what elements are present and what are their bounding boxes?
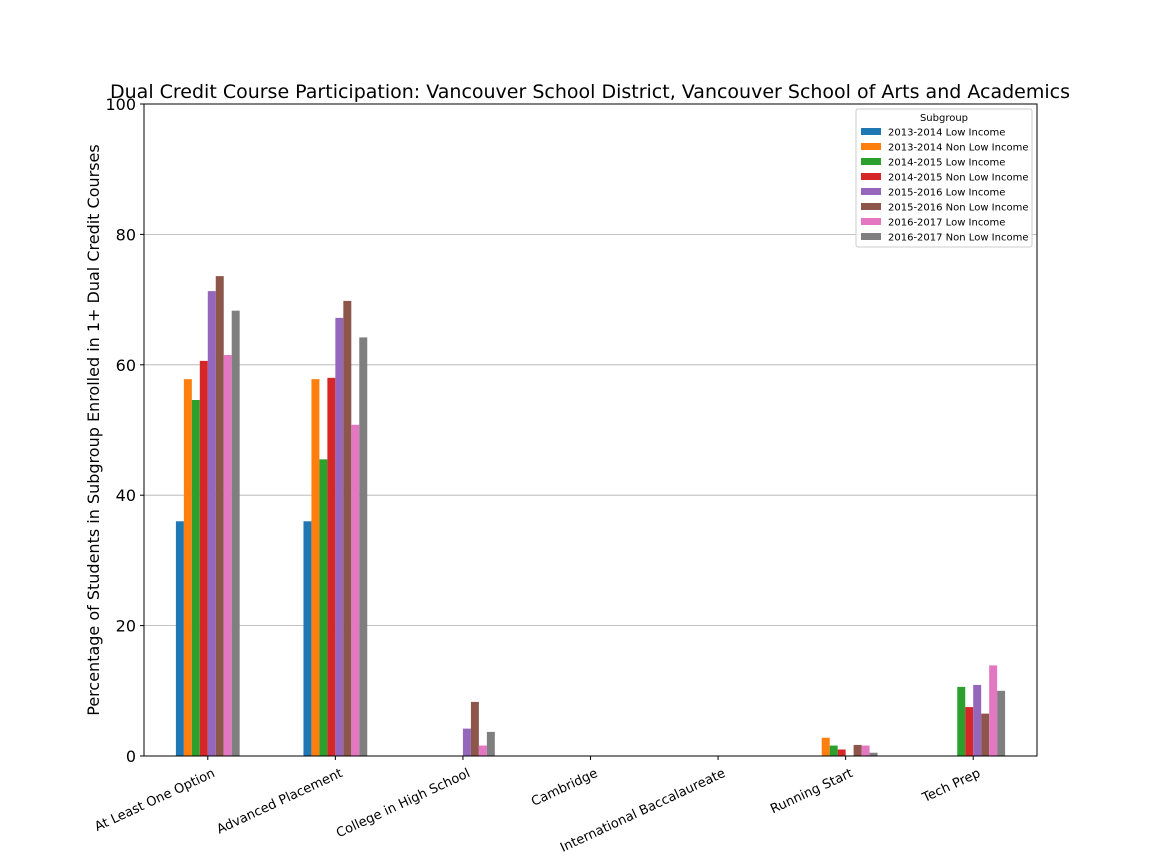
y-tick-label: 0 <box>126 747 136 766</box>
y-axis-ticks: 0 20 40 60 80 100 <box>105 95 144 766</box>
bar <box>478 745 487 756</box>
bar <box>183 379 192 756</box>
x-tick-label: Running Start <box>768 766 855 817</box>
bar <box>175 521 184 756</box>
bar <box>359 337 368 756</box>
bar <box>957 686 966 756</box>
bar <box>965 707 974 756</box>
legend-swatch <box>861 128 881 135</box>
bar <box>470 701 479 756</box>
chart-title: Dual Credit Course Participation: Vancou… <box>110 81 1070 103</box>
y-axis-label: Percentage of Students in Subgroup Enrol… <box>84 144 103 715</box>
legend-swatch <box>861 173 881 180</box>
bar <box>343 300 352 756</box>
y-tick-label: 80 <box>116 225 136 244</box>
bar <box>207 291 216 756</box>
bar <box>311 379 320 756</box>
x-tick-label: Advanced Placement <box>215 766 345 837</box>
gridlines <box>144 233 1037 626</box>
x-tick-label: Tech Prep <box>919 766 983 806</box>
bar <box>989 665 998 756</box>
legend-entry: 2015-2016 Low Income <box>888 188 1005 199</box>
legend-swatch <box>861 218 881 225</box>
legend-box <box>855 108 1033 248</box>
legend-swatch <box>861 233 881 240</box>
bar <box>191 400 200 756</box>
bar <box>351 424 360 756</box>
bar <box>231 310 240 756</box>
bar <box>319 459 328 756</box>
bar <box>997 690 1006 756</box>
legend-swatch <box>861 143 881 150</box>
legend-title: Subgroup <box>920 113 968 124</box>
y-tick-label: 60 <box>116 356 136 375</box>
legend: Subgroup 2013-2014 Low Income 2013-2014 N… <box>855 108 1033 248</box>
bar <box>462 728 471 756</box>
x-tick-label: Cambridge <box>529 766 600 810</box>
x-tick-label: At Least One Option <box>93 766 218 835</box>
x-tick-label: College in High School <box>334 766 472 841</box>
legend-entry: 2016-2017 Low Income <box>888 218 1005 229</box>
bar <box>837 749 846 756</box>
legend-entry: 2013-2014 Low Income <box>888 128 1005 139</box>
legend-swatch <box>861 188 881 195</box>
legend-entry: 2013-2014 Non Low Income <box>888 143 1028 154</box>
y-tick-label: 20 <box>116 617 136 636</box>
bar <box>327 377 336 756</box>
bar <box>223 355 232 756</box>
legend-entry: 2014-2015 Low Income <box>888 158 1005 169</box>
bar <box>215 276 224 756</box>
bar <box>303 521 312 756</box>
y-tick-label: 40 <box>116 486 136 505</box>
bar <box>869 752 878 756</box>
bar <box>486 731 495 756</box>
bar <box>981 713 990 756</box>
legend-swatch <box>861 158 881 165</box>
bar <box>335 317 344 756</box>
bar <box>829 745 838 756</box>
bar <box>199 360 208 756</box>
legend-entry: 2014-2015 Non Low Income <box>888 173 1028 184</box>
bar <box>973 684 982 756</box>
bar <box>821 737 830 756</box>
legend-entry: 2015-2016 Non Low Income <box>888 203 1028 214</box>
legend-entry: 2016-2017 Non Low Income <box>888 233 1028 244</box>
y-tick-label: 100 <box>105 95 136 114</box>
legend-swatch <box>861 203 881 210</box>
bars <box>175 276 1006 756</box>
bar <box>853 744 862 756</box>
bar <box>861 745 870 756</box>
